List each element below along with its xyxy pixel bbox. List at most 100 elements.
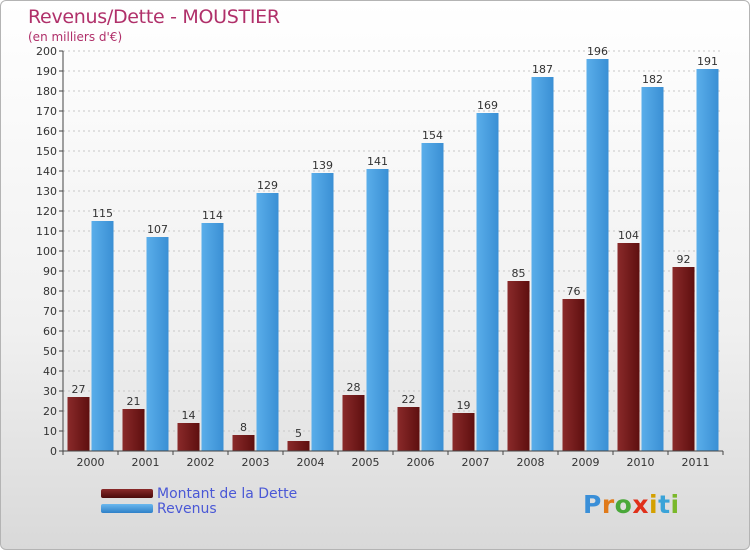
y-tick-label: 100 (36, 245, 57, 258)
data-label-revenus: 139 (312, 159, 333, 172)
bars (67, 59, 719, 451)
chart-subtitle: (en milliers d'€) (28, 30, 123, 44)
data-label-revenus: 129 (257, 179, 278, 192)
logo-letter: i (649, 490, 659, 519)
x-tick-label: 2007 (462, 456, 490, 469)
bar-revenus (586, 59, 609, 451)
x-tick-label: 2001 (132, 456, 160, 469)
data-label-revenus: 182 (642, 73, 663, 86)
logo-letter: i (670, 490, 680, 519)
x-axis-ticks: 2000 2001 2002 2003 2004 2005 2006 2007 2008 2009… (62, 451, 724, 469)
chart-title: Revenus/Dette - MOUSTIER (28, 6, 280, 28)
y-tick-label: 40 (43, 365, 57, 378)
bar-debt (507, 281, 530, 451)
bar-revenus (201, 223, 224, 451)
y-tick-label: 130 (36, 185, 57, 198)
bar-revenus (256, 193, 279, 451)
y-tick-label: 180 (36, 85, 57, 98)
bar-debt (562, 299, 585, 451)
data-label-debt: 104 (618, 229, 639, 242)
x-tick-label: 2002 (187, 456, 215, 469)
bar-debt (232, 435, 255, 451)
y-tick-label: 110 (36, 225, 57, 238)
bar-debt (397, 407, 420, 451)
y-tick-label: 200 (36, 45, 57, 58)
y-tick-label: 10 (43, 425, 57, 438)
x-tick-label: 2004 (297, 456, 325, 469)
data-label-revenus: 107 (147, 223, 168, 236)
bar-debt (67, 397, 90, 451)
data-label-revenus: 196 (587, 45, 608, 58)
y-tick-label: 90 (43, 265, 57, 278)
y-tick-label: 60 (43, 325, 57, 338)
data-label-debt: 28 (347, 381, 361, 394)
bar-revenus (696, 69, 719, 451)
data-label-debt: 92 (677, 253, 691, 266)
bar-revenus (531, 77, 554, 451)
x-tick-label: 2003 (242, 456, 270, 469)
logo-letter: x (632, 490, 649, 519)
bar-revenus (146, 237, 169, 451)
y-tick-label: 150 (36, 145, 57, 158)
legend-swatch-debt (101, 489, 153, 498)
bar-debt (122, 409, 145, 451)
logo-letter: t (658, 490, 671, 519)
y-tick-label: 170 (36, 105, 57, 118)
bar-debt (617, 243, 640, 451)
bar-revenus (641, 87, 664, 451)
y-tick-label: 20 (43, 405, 57, 418)
y-tick-label: 50 (43, 345, 57, 358)
data-label-revenus: 141 (367, 155, 388, 168)
proxiti-logo: Proxiti (583, 490, 680, 519)
bar-revenus (421, 143, 444, 451)
x-tick-label: 2009 (572, 456, 600, 469)
x-tick-label: 2005 (352, 456, 380, 469)
data-label-debt: 21 (127, 395, 141, 408)
y-tick-label: 70 (43, 305, 57, 318)
y-tick-label: 120 (36, 205, 57, 218)
x-tick-label: 2000 (77, 456, 105, 469)
data-label-debt: 85 (512, 267, 526, 280)
bar-debt (177, 423, 200, 451)
x-tick-label: 2006 (407, 456, 435, 469)
legend-swatch-revenus (101, 504, 153, 513)
bar-debt (452, 413, 475, 451)
y-tick-label: 160 (36, 125, 57, 138)
bar-revenus (91, 221, 114, 451)
data-label-debt: 14 (182, 409, 196, 422)
y-tick-label: 190 (36, 65, 57, 78)
bar-revenus (366, 169, 389, 451)
x-tick-label: 2010 (627, 456, 655, 469)
data-label-debt: 76 (567, 285, 581, 298)
data-label-revenus: 187 (532, 63, 553, 76)
data-label-revenus: 114 (202, 209, 223, 222)
logo-letter: r (601, 490, 615, 519)
y-tick-label: 140 (36, 165, 57, 178)
data-label-debt: 8 (240, 421, 247, 434)
logo-letter: o (614, 490, 633, 519)
x-tick-label: 2011 (682, 456, 710, 469)
data-label-debt: 19 (457, 399, 471, 412)
data-label-revenus: 115 (92, 207, 113, 220)
bar-debt (342, 395, 365, 451)
bar-debt (287, 441, 310, 451)
data-label-debt: 27 (72, 383, 86, 396)
legend-label-debt: Montant de la Dette (157, 486, 298, 502)
data-label-revenus: 169 (477, 99, 498, 112)
data-label-revenus: 191 (697, 55, 718, 68)
data-label-revenus: 154 (422, 129, 443, 142)
bar-revenus (476, 113, 499, 451)
data-label-debt: 5 (295, 427, 302, 440)
gridlines (63, 50, 723, 452)
y-tick-label: 0 (50, 445, 57, 458)
axes (62, 51, 723, 452)
data-labels: 27 115 21 107 14 114 8 129 5 139 28 141 22 154 19 169 85… (72, 45, 719, 440)
logo-letter: P (583, 490, 602, 519)
x-tick-label: 2008 (517, 456, 545, 469)
y-axis-ticks: 0 10 20 30 40 50 60 70 80 90 100 110 120 130 140 150 160… (36, 45, 63, 458)
legend-label-revenus: Revenus (157, 501, 217, 517)
y-tick-label: 30 (43, 385, 57, 398)
data-label-debt: 22 (402, 393, 416, 406)
